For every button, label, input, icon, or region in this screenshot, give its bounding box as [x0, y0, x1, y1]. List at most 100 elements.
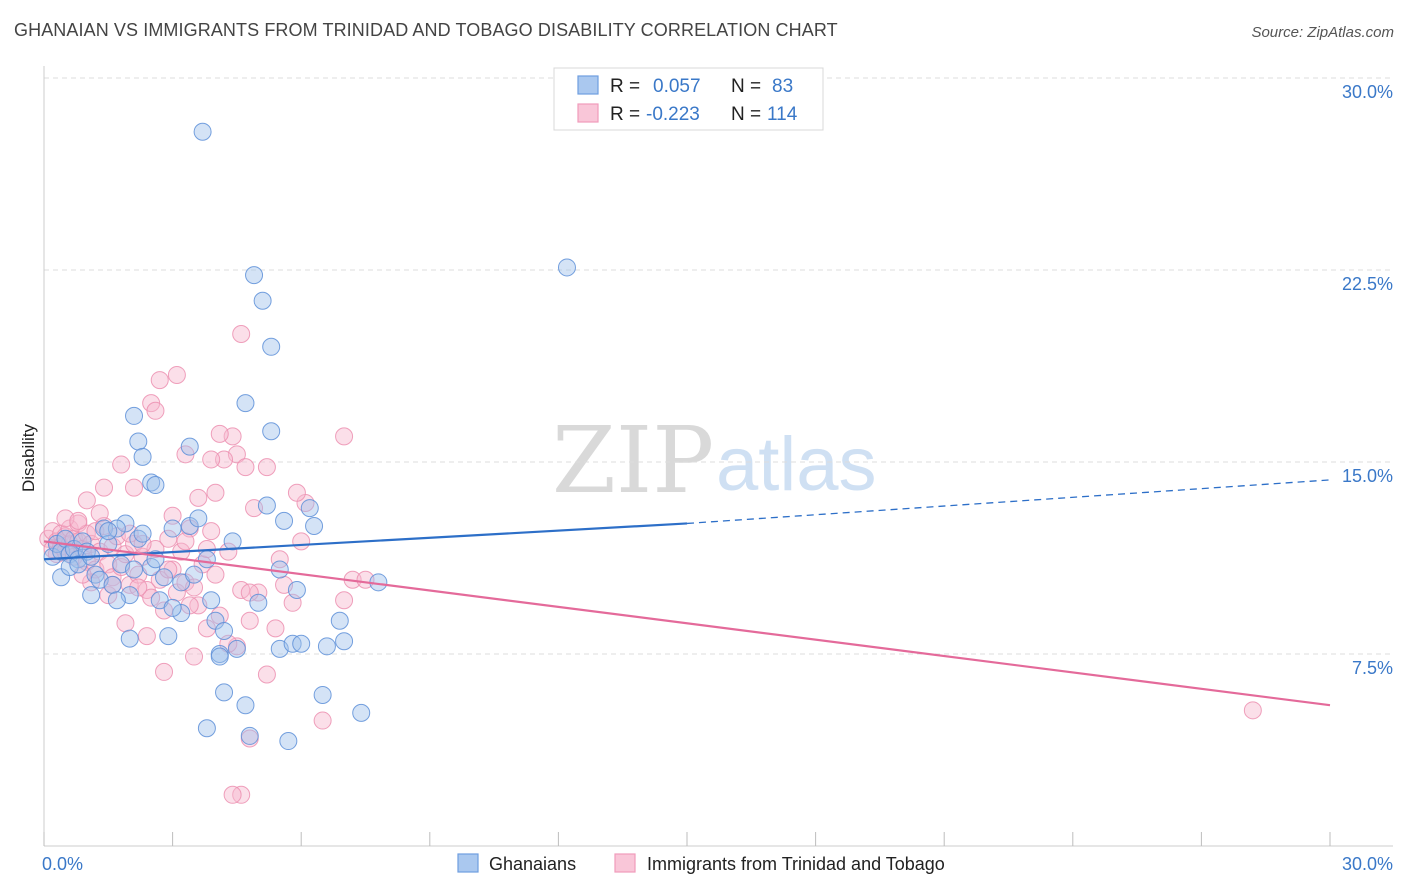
- legend-n-label: N =: [731, 76, 761, 97]
- data-point-trinidad: [159, 529, 178, 548]
- data-point-ghanaian: [262, 422, 281, 441]
- bottom-legend-swatch-trinidad: [614, 853, 636, 873]
- data-point-ghanaian: [155, 568, 174, 587]
- legend-n-value: 83: [772, 76, 793, 97]
- data-point-ghanaian: [197, 550, 216, 569]
- data-point-ghanaian: [305, 517, 324, 535]
- watermark-atlas: atlas: [716, 422, 877, 507]
- data-point-ghanaian: [262, 337, 281, 356]
- data-point-ghanaian: [335, 632, 354, 651]
- y-tick-label: 15.0%: [1342, 466, 1393, 486]
- chart-title: GHANAIAN VS IMMIGRANTS FROM TRINIDAD AND…: [14, 20, 838, 40]
- data-point-trinidad: [240, 611, 259, 630]
- data-point-ghanaian: [82, 586, 101, 605]
- data-point-trinidad: [146, 401, 165, 420]
- data-point-trinidad: [210, 424, 229, 443]
- data-point-ghanaian: [133, 447, 152, 466]
- legend-r-label: R =: [610, 104, 640, 125]
- data-point-ghanaian: [257, 496, 276, 515]
- data-point-ghanaian: [202, 591, 221, 610]
- legend-n-label: N =: [731, 104, 761, 125]
- data-point-trinidad: [236, 458, 255, 477]
- trend-lines: [43, 479, 1331, 707]
- data-point-ghanaian: [253, 291, 272, 310]
- data-point-trinidad: [189, 488, 208, 507]
- source-label: Source: ZipAtlas.com: [1251, 24, 1394, 41]
- data-point-ghanaian: [292, 634, 311, 653]
- data-point-trinidad: [223, 785, 242, 804]
- data-point-trinidad: [287, 483, 306, 502]
- y-tick-labels: 7.5% 15.0% 22.5% 30.0%: [1342, 82, 1393, 678]
- data-point-ghanaian: [275, 511, 294, 530]
- legend-r-label: R =: [610, 76, 640, 97]
- data-point-trinidad: [232, 325, 251, 343]
- data-point-trinidad: [69, 511, 88, 530]
- trend-line-ghanaians: [43, 522, 688, 561]
- data-point-ghanaian: [133, 524, 152, 543]
- data-point-trinidad: [270, 550, 289, 569]
- data-point-ghanaian: [223, 532, 242, 551]
- watermark-zip: ZIP: [552, 407, 714, 514]
- bottom-legend-swatch-ghanaians: [457, 853, 479, 873]
- data-point-trinidad: [202, 522, 221, 541]
- data-point-ghanaian: [279, 732, 298, 751]
- data-point-ghanaian: [317, 637, 336, 656]
- data-point-trinidad: [150, 371, 169, 390]
- data-point-ghanaian: [103, 575, 122, 594]
- data-point-ghanaian: [300, 499, 319, 518]
- data-point-trinidad: [313, 711, 332, 730]
- data-point-ghanaian: [172, 604, 191, 623]
- data-point-ghanaian: [227, 639, 246, 658]
- data-point-ghanaian: [210, 647, 229, 666]
- y-tick-label: 22.5%: [1342, 274, 1393, 294]
- data-point-trinidad: [215, 450, 234, 469]
- legend-r-value: 0.057: [653, 76, 701, 97]
- data-point-trinidad: [257, 665, 276, 684]
- data-point-ghanaian: [146, 476, 165, 495]
- data-point-trinidad: [266, 619, 285, 638]
- data-point-ghanaian: [125, 406, 144, 425]
- data-point-ghanaian: [249, 593, 268, 612]
- data-point-ghanaian: [236, 696, 255, 715]
- legend-swatch-trinidad: [577, 103, 599, 123]
- data-point-ghanaian: [215, 621, 234, 640]
- data-point-trinidad: [95, 478, 114, 497]
- data-point-ghanaian: [189, 509, 208, 528]
- data-point-trinidad: [155, 662, 174, 681]
- data-point-ghanaian: [193, 122, 212, 141]
- y-tick-label: 30.0%: [1342, 82, 1393, 102]
- data-point-trinidad: [1243, 701, 1262, 720]
- y-axis-label: Disability: [19, 423, 38, 492]
- data-point-trinidad: [167, 365, 186, 384]
- data-point-ghanaian: [197, 719, 216, 738]
- data-point-trinidad: [176, 532, 195, 551]
- data-point-ghanaian: [270, 560, 289, 579]
- data-point-trinidad: [292, 532, 311, 551]
- data-point-trinidad: [90, 504, 109, 523]
- data-point-ghanaian: [236, 394, 255, 413]
- axes: [43, 66, 1393, 847]
- data-point-trinidad: [163, 506, 182, 525]
- data-point-ghanaian: [180, 437, 199, 456]
- data-point-ghanaian: [557, 258, 576, 277]
- data-point-ghanaian: [116, 514, 135, 533]
- trend-line-trinidad: [43, 540, 1331, 707]
- top-legend: R = 0.057 N = 83 R = -0.223 N = 114: [553, 67, 824, 131]
- data-point-trinidad: [116, 614, 135, 633]
- data-point-ghanaian: [185, 565, 204, 584]
- bottom-legend-label-trinidad: Immigrants from Trinidad and Tobago: [647, 854, 945, 874]
- data-point-ghanaian: [352, 703, 371, 722]
- data-point-trinidad: [112, 455, 131, 474]
- data-point-trinidad: [206, 483, 225, 502]
- data-point-ghanaian: [313, 685, 332, 704]
- data-point-ghanaian: [163, 519, 182, 538]
- data-point-ghanaian: [163, 598, 182, 617]
- data-point-trinidad: [185, 647, 204, 666]
- data-point-ghanaian: [125, 560, 144, 579]
- data-point-ghanaian: [107, 591, 126, 610]
- y-tick-label: 7.5%: [1352, 658, 1393, 678]
- data-point-ghanaian: [240, 726, 259, 745]
- legend-r-value: -0.223: [646, 104, 700, 125]
- data-point-trinidad: [206, 565, 225, 584]
